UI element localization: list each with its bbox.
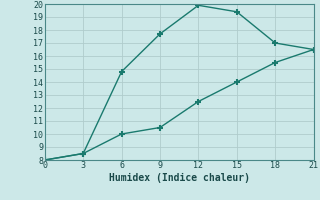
X-axis label: Humidex (Indice chaleur): Humidex (Indice chaleur) bbox=[109, 173, 250, 183]
